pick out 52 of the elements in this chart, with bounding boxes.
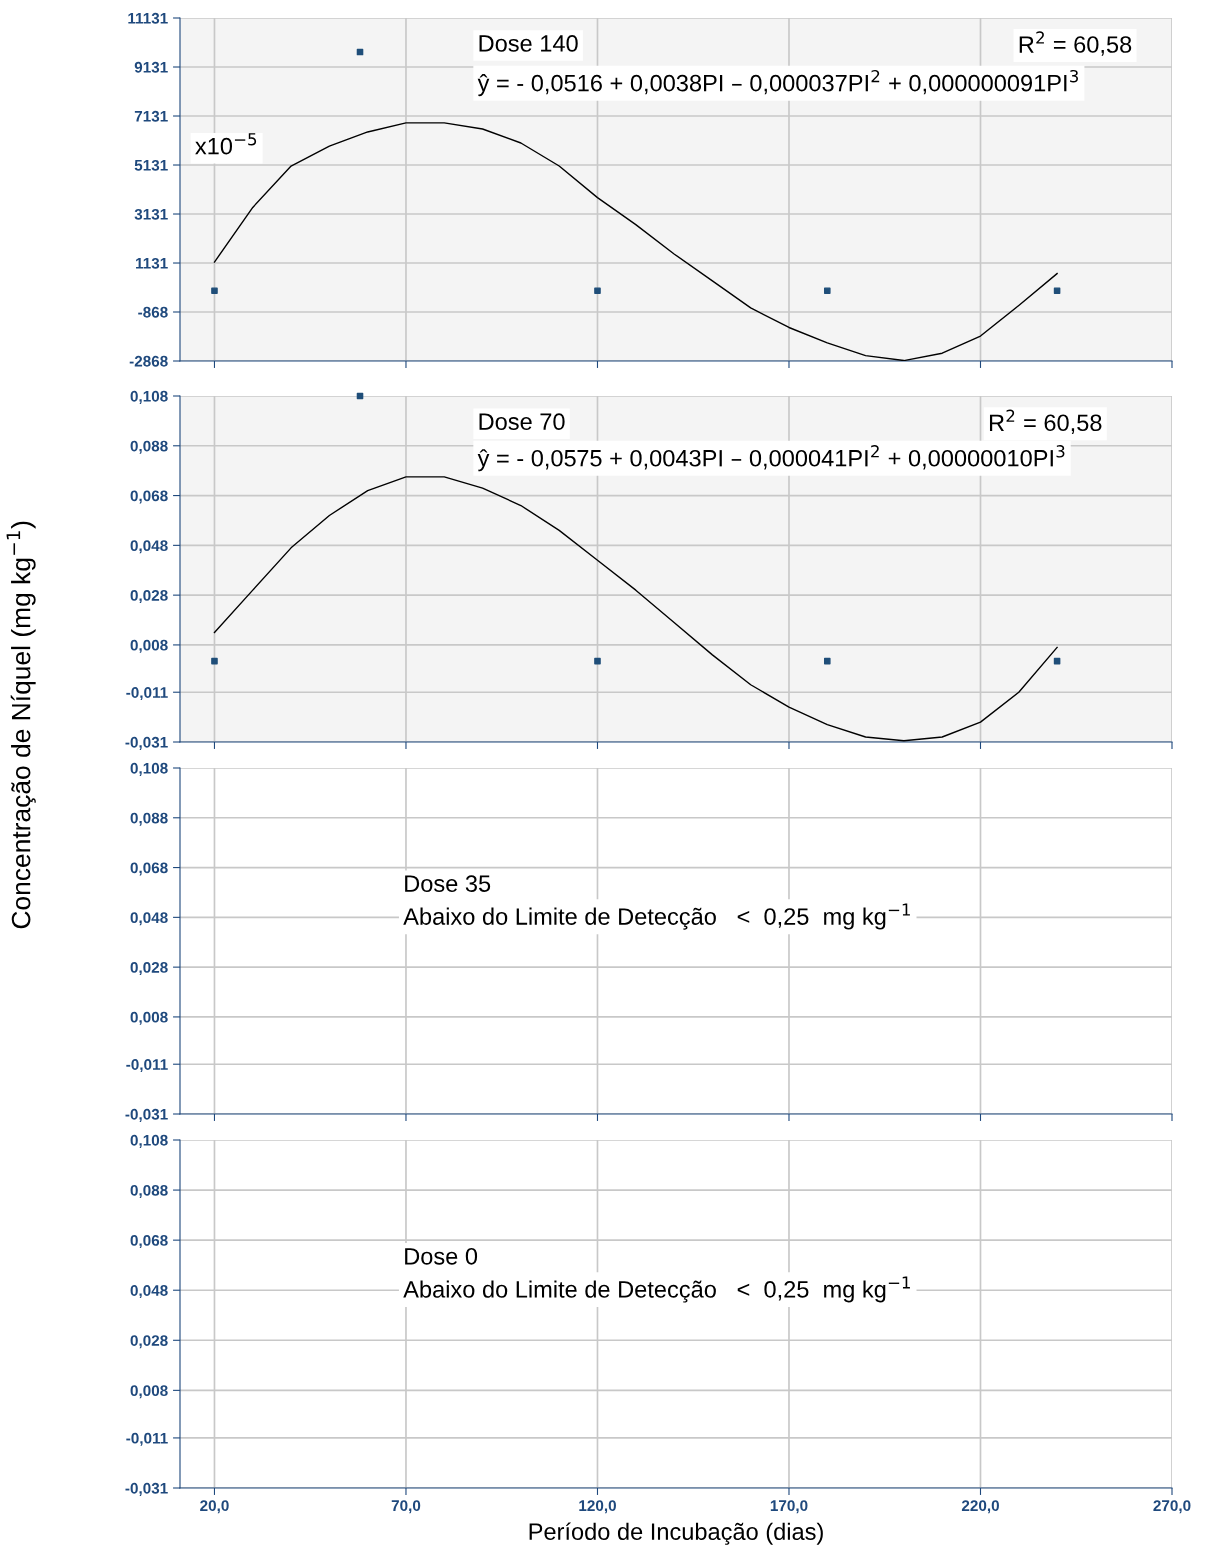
y-tick-label: 0,008 [130,1385,168,1399]
x-axis-title: Período de Incubação (dias) [529,1522,823,1545]
annotation: Abaixo do Limite de Detecção < 0,25 mg kg$^{−1}$ [403,903,910,930]
y-tick-label: 0,028 [130,590,168,604]
y-tick-label: 0,068 [130,1235,168,1249]
y-tick-label: 1131 [136,257,168,269]
y-tick-label: 0,048 [130,1285,168,1299]
y-tick-label: 0,108 [130,1134,168,1148]
y-tick-label: 0,008 [130,639,168,653]
y-tick-label: 7131 [134,110,168,122]
y-tick-label: 3131 [134,208,168,220]
y-tick-label: 0,108 [130,390,168,404]
y-tick-label: 0,048 [130,912,168,926]
y-tick-label: -0,031 [125,1108,168,1122]
y-tick-label: 0,108 [130,762,168,776]
y-tick-label: 0,088 [130,440,168,454]
annotation: Abaixo do Limite de Detecção < 0,25 mg kg$^{−1}$ [403,1276,910,1303]
x-tick-label: 70,0 [391,1500,421,1514]
y-tick-label: 9131 [134,61,168,73]
y-tick-label: 0,028 [130,1335,168,1349]
y-tick-label: 0,088 [130,1184,168,1198]
y-tick-label: 0,048 [130,540,168,554]
y-tick-label: 0,028 [130,962,168,976]
line-series [213,476,1058,742]
y-tick-label: -0,031 [125,1482,168,1496]
y-tick-label: 5131 [134,159,168,171]
x-tick-label: 220,0 [961,1500,999,1514]
annotation: R$^{2}$ = 60,58 [1019,31,1132,56]
annotation: Dose 70 [479,413,565,431]
annotation: Dose 0 [405,1247,478,1265]
y-tick-label: -0,011 [126,1432,168,1446]
x-tick-label: 270,0 [1153,1500,1191,1514]
annotation: x10$^{−5}$ [195,133,257,155]
y-tick-label: -0,011 [126,687,168,701]
annotation: ŷ = - 0,0516 + 0,0038PI – 0,000037PI$^{2}$ + 0,000000091PI$^{3}$ [477,69,1078,97]
x-tick-label: 170,0 [770,1500,808,1514]
x-tick-label: 120,0 [579,1500,616,1514]
y-tick-label: -2868 [129,355,168,367]
annotation: Dose 140 [479,35,578,52]
annotation: R$^{2}$ = 60,58 [989,409,1102,434]
y-tick-label: 0,068 [130,862,168,876]
y-tick-label: 11131 [128,12,168,24]
y-tick-label: 0,088 [130,812,168,826]
y-tick-label: -0,031 [125,736,168,750]
annotation: ŷ = - 0,0575 + 0,0043PI – 0,000041PI$^{2}$ + 0,00000010PI$^{3}$ [477,445,1065,472]
y-axis-title: Concentração de Níquel (mg kg$^{−1}$) [6,521,36,929]
x-tick-label: 20,0 [200,1500,229,1514]
y-tick-label: 0,068 [130,490,168,504]
annotation: Dose 35 [405,875,491,892]
y-tick-label: -0,011 [126,1059,168,1073]
y-tick-label: 0,008 [130,1011,168,1025]
y-tick-label: -868 [138,306,168,318]
